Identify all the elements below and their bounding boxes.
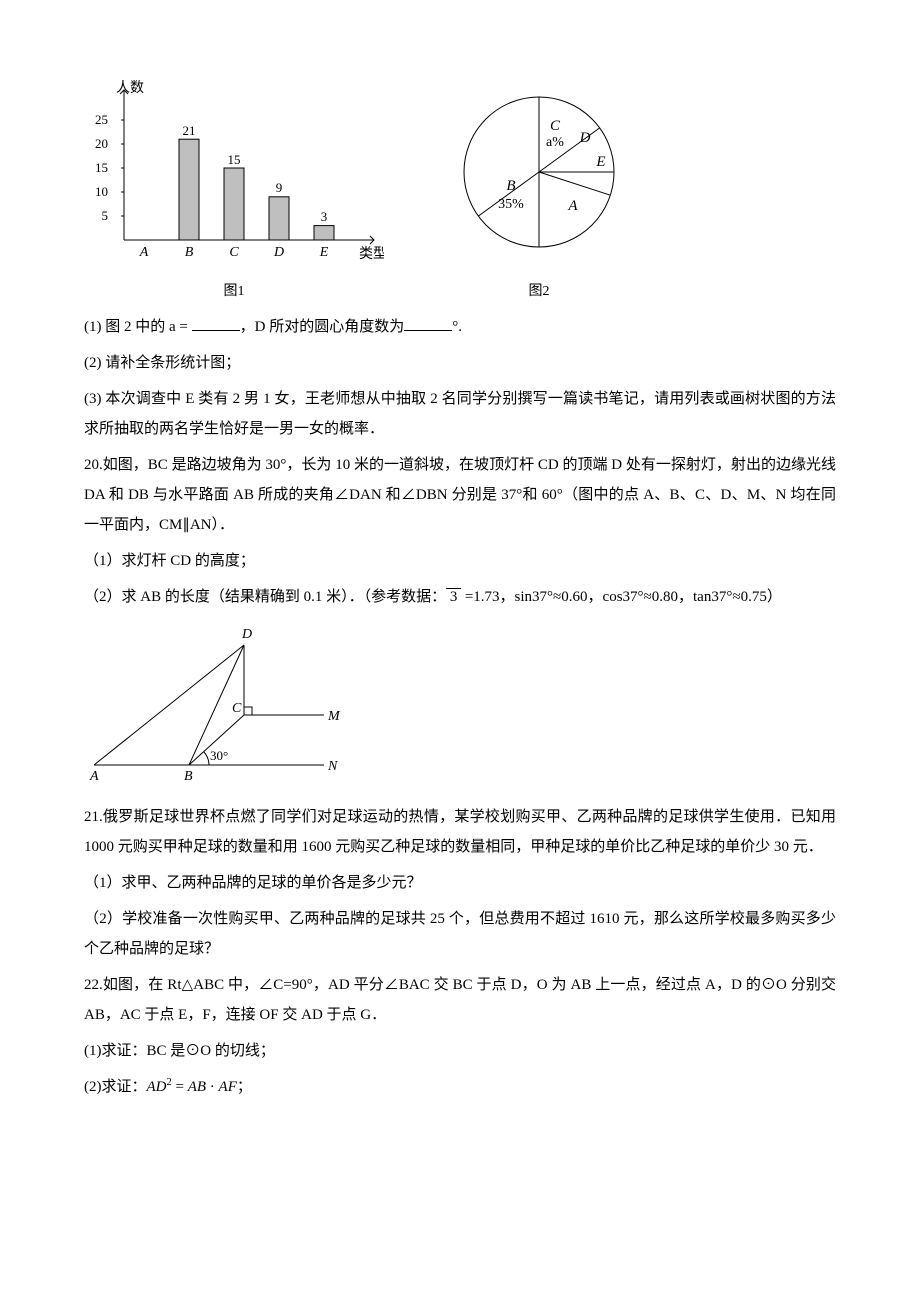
q21-p1: （1）求甲、乙两种品牌的足球的单价各是多少元？ (84, 868, 836, 898)
svg-text:9: 9 (276, 180, 283, 195)
x-axis-label: 类型 (359, 246, 384, 262)
svg-text:A: A (567, 198, 578, 214)
svg-text:a%: a% (546, 135, 564, 150)
svg-text:15: 15 (228, 152, 241, 167)
x-categories: A B C D E (139, 245, 329, 260)
svg-text:N: N (327, 759, 338, 774)
svg-text:3: 3 (321, 209, 328, 224)
q20-diagram: A B C D M N 30° (84, 620, 836, 796)
svg-text:M: M (327, 709, 341, 724)
svg-text:D: D (579, 130, 591, 146)
bars: 21 15 9 3 (179, 123, 334, 240)
svg-text:35%: 35% (498, 197, 524, 212)
pie-chart: C a% D E A B 35% (444, 80, 634, 265)
svg-text:C: C (229, 245, 239, 260)
svg-text:B: B (184, 769, 193, 784)
svg-text:5: 5 (102, 208, 109, 223)
q20-stem: 20.如图，BC 是路边坡角为 30°，长为 10 米的一道斜坡，在坡顶灯杆 C… (84, 450, 836, 540)
svg-text:10: 10 (95, 184, 108, 199)
svg-text:B: B (185, 245, 194, 260)
q22-p1: (1)求证：BC 是⊙O 的切线； (84, 1036, 836, 1066)
pie-chart-caption: 图2 (444, 278, 634, 306)
svg-text:15: 15 (95, 160, 108, 175)
bar-chart-caption: 图1 (84, 278, 384, 306)
q19-part2: (2) 请补全条形统计图； (84, 348, 836, 378)
q22-stem: 22.如图，在 Rt△ABC 中，∠C=90°，AD 平分∠BAC 交 BC 于… (84, 970, 836, 1030)
q21-p2: （2）学校准备一次性购买甲、乙两种品牌的足球共 25 个，但总费用不超过 161… (84, 904, 836, 964)
svg-text:25: 25 (95, 112, 108, 127)
y-axis-label: 人数 (116, 80, 144, 96)
svg-text:20: 20 (95, 136, 108, 151)
svg-text:D: D (273, 245, 284, 260)
svg-text:A: A (139, 245, 149, 260)
bar-chart-block: 5 10 15 20 25 人数 类型 21 15 9 3 (84, 80, 384, 306)
figures-row: 5 10 15 20 25 人数 类型 21 15 9 3 (84, 80, 836, 306)
svg-text:21: 21 (183, 123, 196, 138)
q21-stem: 21.俄罗斯足球世界杯点燃了同学们对足球运动的热情，某学校划购买甲、乙两种品牌的… (84, 802, 836, 862)
svg-text:C: C (550, 118, 561, 134)
svg-text:E: E (319, 245, 329, 260)
svg-text:E: E (595, 154, 605, 170)
svg-text:D: D (241, 627, 252, 642)
svg-text:A: A (89, 769, 99, 784)
pie-chart-block: C a% D E A B 35% 图2 (444, 80, 634, 306)
y-ticks: 5 10 15 20 25 (95, 112, 124, 223)
q19-part3: (3) 本次调查中 E 类有 2 男 1 女，王老师想从中抽取 2 名同学分别撰… (84, 384, 836, 444)
q19-part1: (1) 图 2 中的 a = ，D 所对的圆心角度数为°. (84, 312, 836, 342)
bar-chart: 5 10 15 20 25 人数 类型 21 15 9 3 (84, 80, 384, 265)
q22-p2: (2)求证：AD2 = AB · AF； (84, 1072, 836, 1102)
q20-p2: （2）求 AB 的长度（结果精确到 0.1 米）．（参考数据： 3 =1.73，… (84, 582, 836, 612)
q20-p1: （1）求灯杆 CD 的高度； (84, 546, 836, 576)
svg-text:C: C (232, 701, 242, 716)
svg-text:30°: 30° (210, 748, 228, 763)
svg-text:B: B (506, 178, 515, 194)
